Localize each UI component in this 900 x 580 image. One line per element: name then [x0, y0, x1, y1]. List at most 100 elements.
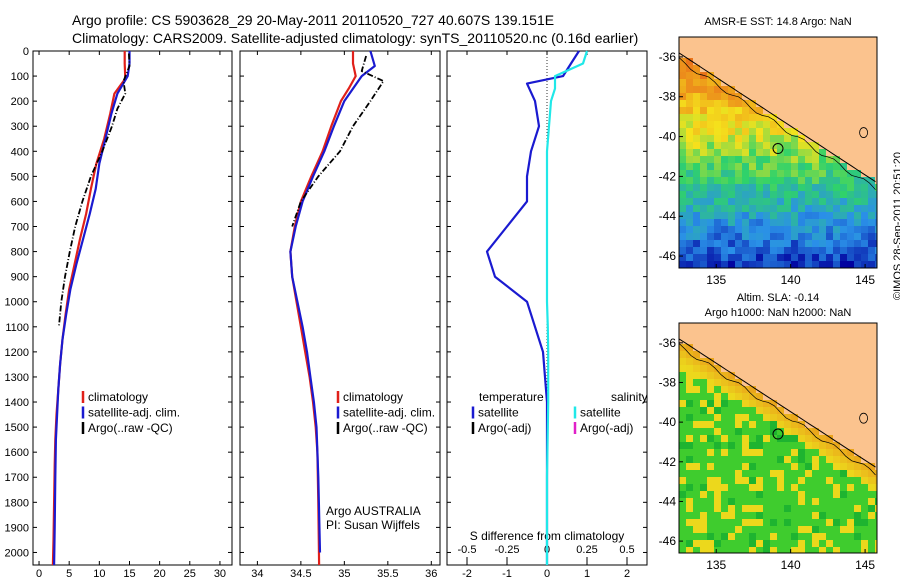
- island: [859, 412, 869, 424]
- map-x-tick-label: 135: [706, 273, 726, 287]
- series-line-2-2: [289, 50, 376, 553]
- legend-label: Argo(-adj): [478, 421, 531, 435]
- y-tick-label: 2000: [5, 547, 29, 559]
- y-tick-label: 1000: [5, 297, 29, 309]
- map-y-tick-label: -38: [659, 375, 677, 389]
- x-tick-label: 20: [154, 568, 166, 580]
- x-tick-label: 36: [425, 568, 437, 580]
- y-tick-label: 0: [23, 46, 29, 58]
- y-tick-label: 800: [11, 247, 29, 259]
- y-tick-label: 500: [11, 171, 29, 183]
- map-y-tick-label: -44: [659, 209, 677, 223]
- panel-1-frame: [32, 50, 233, 566]
- legend-label: Argo(..raw -QC): [343, 421, 428, 435]
- x-tick-label: 10: [93, 568, 105, 580]
- map-y-tick-label: -46: [659, 534, 677, 548]
- x-tick-label: 34.5: [290, 568, 311, 580]
- map-y-tick-label: -36: [659, 336, 677, 350]
- y-tick-label: 700: [11, 222, 29, 234]
- map-1-frame: [678, 36, 878, 269]
- y-tick-label: 400: [11, 146, 29, 158]
- map-x-tick-label: 145: [855, 273, 875, 287]
- series-line-1-3: [58, 53, 131, 327]
- legend-title: salinity: [611, 390, 648, 404]
- x-tick-label: 1: [584, 568, 590, 580]
- annotation-text: Argo AUSTRALIA: [326, 504, 421, 518]
- map-y-tick-label: -46: [659, 249, 677, 263]
- map-y-tick-label: -36: [659, 50, 677, 64]
- map-x-tick-label: 140: [781, 273, 801, 287]
- annotation-text: PI: Susan Wijffels: [326, 518, 420, 532]
- map-title: AMSR-E SST: 14.8 Argo: NaN: [704, 16, 851, 28]
- y-tick-label: 1400: [5, 397, 29, 409]
- legend-label: Argo(-adj): [580, 421, 633, 435]
- y-tick-label: 900: [11, 272, 29, 284]
- y-tick-label: 100: [11, 71, 29, 83]
- x-tick-label: 2: [624, 568, 630, 580]
- map-title: Argo h1000: NaN h2000: NaN: [705, 307, 852, 319]
- map-x-tick-label: 145: [855, 558, 875, 572]
- map-1-field: [679, 37, 877, 268]
- legend-label: satellite: [580, 406, 621, 420]
- argo-float-marker: [772, 143, 784, 155]
- map-y-tick-label: -40: [659, 130, 677, 144]
- x2-tick-label: 0.25: [576, 544, 597, 556]
- x-tick-label: 30: [214, 568, 226, 580]
- y-tick-label: 1200: [5, 347, 29, 359]
- x-tick-label: 15: [123, 568, 135, 580]
- map-y-tick-label: -44: [659, 494, 677, 508]
- coastline: [679, 52, 876, 183]
- legend-title: temperature: [479, 390, 544, 404]
- x-tick-label: 35.5: [377, 568, 398, 580]
- series-line-3-2: [545, 50, 589, 565]
- y-tick-label: 200: [11, 96, 29, 108]
- legend-label: satellite-adj. clim.: [343, 406, 435, 420]
- y-tick-label: 1300: [5, 372, 29, 384]
- y-tick-label: 600: [11, 196, 29, 208]
- x2-tick-label: -0.25: [494, 544, 519, 556]
- coastline: [679, 338, 876, 468]
- x-tick-label: 0: [544, 568, 550, 580]
- series-line-2-3: [291, 55, 385, 227]
- map-x-tick-label: 135: [706, 558, 726, 572]
- map-2-frame: [678, 322, 878, 554]
- y-tick-label: 1600: [5, 447, 29, 459]
- argo-float-marker: [772, 428, 784, 440]
- shelf-contour: [679, 57, 876, 190]
- x-tick-label: 5: [66, 568, 72, 580]
- y-tick-label: 300: [11, 121, 29, 133]
- map-y-tick-label: -38: [659, 90, 677, 104]
- map-y-tick-label: -42: [659, 455, 677, 469]
- map-title: Altim. SLA: -0.14: [737, 292, 820, 304]
- x-tick-label: 34: [251, 568, 263, 580]
- panel-2-frame: [239, 50, 441, 566]
- x-tick-label: -1: [502, 568, 512, 580]
- x-tick-label: 0: [36, 568, 42, 580]
- map-y-tick-label: -42: [659, 169, 677, 183]
- y-tick-label: 1700: [5, 472, 29, 484]
- figure-title-line2: Climatology: CARS2009. Satellite-adjuste…: [72, 30, 639, 46]
- y-tick-label: 1900: [5, 522, 29, 534]
- x2-tick-label: -0.5: [458, 544, 477, 556]
- legend-label: satellite-adj. clim.: [88, 406, 180, 420]
- island: [859, 127, 869, 138]
- series-line-3-1: [485, 50, 580, 565]
- y-tick-label: 1500: [5, 422, 29, 434]
- x2-tick-label: 0.5: [619, 544, 634, 556]
- map-2-field: [679, 323, 877, 553]
- shelf-contour: [679, 343, 876, 476]
- y-tick-label: 1800: [5, 497, 29, 509]
- series-line-1-2: [53, 51, 131, 566]
- legend-label: Argo(..raw -QC): [88, 421, 173, 435]
- x-tick-label: -2: [462, 568, 472, 580]
- map-y-tick-label: -40: [659, 415, 677, 429]
- y-tick-label: 1100: [5, 322, 29, 334]
- legend-label: satellite: [478, 406, 519, 420]
- x-tick-label: 35: [338, 568, 350, 580]
- legend-label: climatology: [88, 390, 148, 404]
- map-x-tick-label: 140: [781, 558, 801, 572]
- figure-title-line1: Argo profile: CS 5903628_29 20-May-2011 …: [72, 12, 555, 28]
- legend-label: climatology: [343, 390, 403, 404]
- x-tick-label: 25: [184, 568, 196, 580]
